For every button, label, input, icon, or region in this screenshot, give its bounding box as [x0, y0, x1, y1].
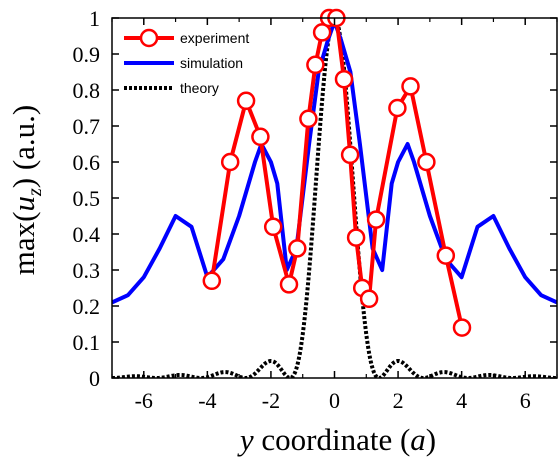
y-axis-title-var: u — [6, 196, 41, 212]
y-tick-label: 1 — [89, 6, 100, 31]
x-tick-label: 6 — [520, 388, 531, 413]
legend-label: experiment — [180, 30, 249, 46]
y-tick-label: 0.7 — [73, 114, 101, 139]
axes-layer: -6 -4 -2 0 2 4 6 0 0.1 0.2 0.3 0.4 0.5 0.6 0.7 0.8 0.9 1 — [73, 6, 558, 413]
experiment-point — [312, 23, 332, 42]
y-axis-title-post: ) (a.u.) — [6, 105, 41, 188]
x-axis-title-mid: coordinate ( — [254, 422, 411, 457]
experiment-point — [417, 152, 436, 172]
plot-layer — [112, 8, 557, 378]
x-axis-title: y coordinate (a) — [237, 422, 436, 457]
experiment-point — [340, 145, 360, 165]
experiment-point — [202, 271, 222, 291]
experiment-point — [279, 275, 299, 294]
x-tick-label: 0 — [329, 388, 340, 413]
y-tick-label: 0 — [89, 366, 100, 391]
experiment-point — [334, 69, 354, 89]
experiment-point — [251, 127, 270, 147]
y-tick-label: 0.5 — [73, 186, 101, 211]
series-line-experiment — [209, 16, 464, 329]
experiment-point — [299, 109, 318, 129]
y-axis-title-sub: z — [24, 188, 46, 197]
legend-item-theory: theory — [124, 80, 219, 96]
x-tick-label: 4 — [456, 388, 467, 413]
x-axis-title-unit: a — [410, 422, 426, 457]
experiment-point — [236, 91, 256, 111]
data-layer — [112, 15, 557, 378]
experiment-point — [359, 289, 379, 309]
y-tick-label: 0.8 — [73, 78, 101, 103]
legend-item-experiment: experiment — [124, 28, 249, 48]
legend-label: theory — [180, 80, 219, 96]
y-tick-label: 0.4 — [73, 222, 101, 247]
experiment-point — [263, 217, 283, 237]
y-axis-title: max(uz) (a.u.) — [6, 105, 46, 275]
experiment-point — [366, 210, 386, 229]
series-line-simulation — [112, 19, 557, 305]
legend: experiment simulation theory — [124, 28, 249, 96]
experiment-point — [306, 55, 325, 75]
y-axis-title-pre: max( — [6, 212, 41, 276]
legend-item-simulation: simulation — [124, 55, 243, 71]
experiment-point — [346, 228, 366, 247]
x-axis-title-var: y — [237, 422, 254, 457]
y-tick-label: 0.3 — [73, 258, 101, 283]
x-tick-label: 2 — [393, 388, 404, 413]
experiment-point — [452, 318, 472, 337]
x-tick-label: -6 — [135, 388, 153, 413]
y-tick-label: 0.1 — [73, 330, 101, 355]
x-tick-label: -4 — [198, 388, 216, 413]
plot-frame — [111, 17, 558, 379]
y-tick-label: 0.6 — [73, 150, 101, 175]
y-tick-label: 0.2 — [73, 294, 101, 319]
x-axis-title-end: ) — [426, 422, 436, 457]
legend-marker — [139, 28, 159, 48]
experiment-point — [401, 77, 420, 96]
experiment-point — [388, 98, 407, 118]
experiment-point — [220, 152, 240, 172]
experiment-point — [436, 246, 456, 265]
y-tick-label: 0.9 — [73, 42, 101, 67]
x-tick-label: -2 — [262, 388, 280, 413]
series-line-theory — [112, 15, 557, 378]
legend-label: simulation — [180, 55, 243, 71]
experiment-point — [288, 239, 307, 258]
